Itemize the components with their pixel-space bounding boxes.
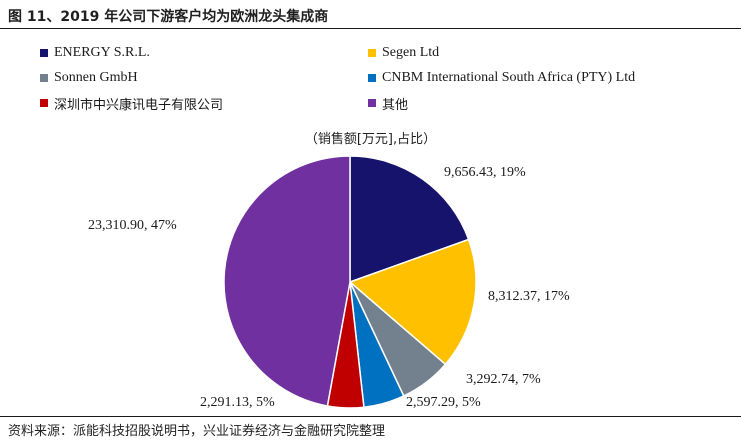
legend-swatch xyxy=(40,99,48,107)
pie-data-label: 2,597.29, 5% xyxy=(406,395,481,410)
source-note: 资料来源：派能科技招股说明书，兴业证券经济与金融研究院整理 xyxy=(8,424,386,439)
pie-data-label: 3,292.74, 7% xyxy=(466,372,541,387)
legend-item-others: 其他 xyxy=(368,94,409,113)
pie-slice xyxy=(223,155,351,407)
legend-item-cnbm-international: CNBM International South Africa (PTY) Lt… xyxy=(368,69,635,87)
pie-data-label: 9,656.43, 19% xyxy=(444,165,526,180)
legend-label: Segen Ltd xyxy=(382,45,440,60)
pie-slice xyxy=(348,238,477,366)
legend-swatch xyxy=(368,99,376,107)
pie-data-label: 2,291.13, 5% xyxy=(200,395,275,410)
legend-label: CNBM International South Africa (PTY) Lt… xyxy=(382,70,636,85)
legend-swatch xyxy=(368,49,376,57)
pie-slice xyxy=(349,155,470,284)
legend-item-sonnen-gmbh: Sonnen GmbH xyxy=(40,69,138,87)
legend-item-energy-srl: ENERGY S.R.L. xyxy=(40,44,150,62)
source-rule xyxy=(0,416,741,417)
legend-label: 其他 xyxy=(382,97,409,113)
pie-data-label: 8,312.37, 17% xyxy=(488,289,570,304)
title-rule xyxy=(0,28,741,29)
legend-label: 深圳市中兴康讯电子有限公司 xyxy=(54,97,224,113)
legend-item-segen-ltd: Segen Ltd xyxy=(368,44,439,62)
legend-label: Sonnen GmbH xyxy=(54,70,138,85)
chart-subtitle: （销售额[万元],占比） xyxy=(304,132,437,147)
legend-label: ENERGY S.R.L. xyxy=(54,45,150,60)
figure-title: 图 11、2019 年公司下游客户均为欧洲龙头集成商 xyxy=(8,9,329,25)
legend-swatch xyxy=(40,74,48,82)
legend-item-zte-kangxun: 深圳市中兴康讯电子有限公司 xyxy=(40,94,224,113)
pie-data-label: 23,310.90, 47% xyxy=(88,218,177,233)
legend-swatch xyxy=(40,49,48,57)
legend-swatch xyxy=(368,74,376,82)
